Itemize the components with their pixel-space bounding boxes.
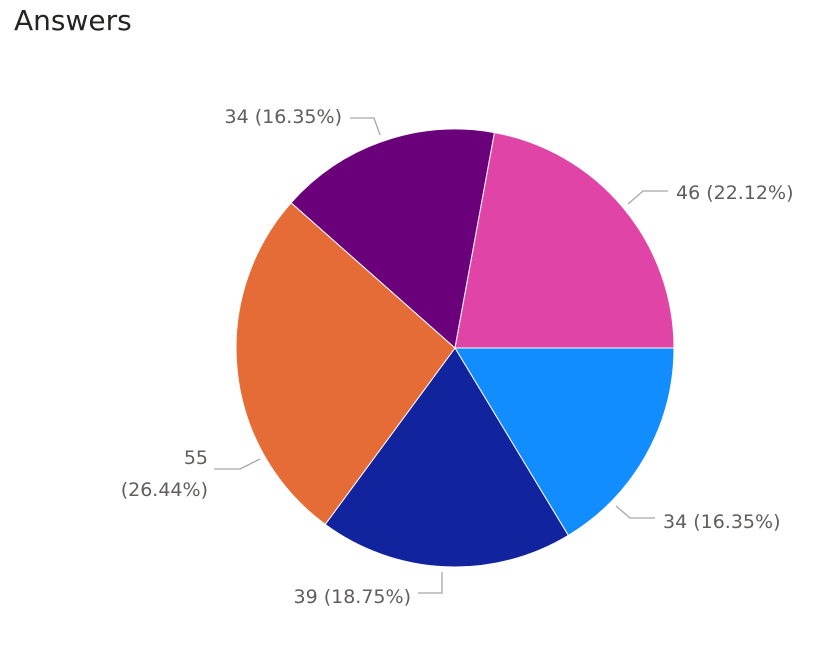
data-label-slice-4: 34 (16.35%): [225, 106, 343, 128]
data-label-slice-5: 46 (22.12%): [676, 182, 794, 204]
pie-slice-3[interactable]: [235, 202, 456, 526]
data-label-slice-3-percent: (26.44%): [121, 479, 208, 501]
leader-line-slice-4: [350, 117, 381, 136]
data-labels: 34 (16.35%) 39 (18.75%) 55 (26.44%) 34 (…: [121, 106, 794, 608]
leader-line-slice-3: [214, 458, 261, 470]
pie-slice-4[interactable]: [290, 128, 496, 349]
data-label-slice-1: 34 (16.35%): [663, 511, 781, 533]
chart-title: Answers: [14, 4, 132, 37]
pie-slices: [235, 128, 675, 568]
leader-line-slice-5: [627, 190, 668, 205]
pie-slice-1[interactable]: [454, 347, 675, 537]
leader-line-slice-2: [418, 572, 443, 594]
pie-slice-5[interactable]: [454, 132, 675, 349]
leader-line-slice-1: [615, 505, 655, 519]
leader-lines: [214, 117, 668, 594]
data-label-slice-3-value: 55: [184, 447, 208, 469]
data-label-slice-2: 39 (18.75%): [294, 586, 412, 608]
pie-slice-2[interactable]: [324, 347, 569, 568]
